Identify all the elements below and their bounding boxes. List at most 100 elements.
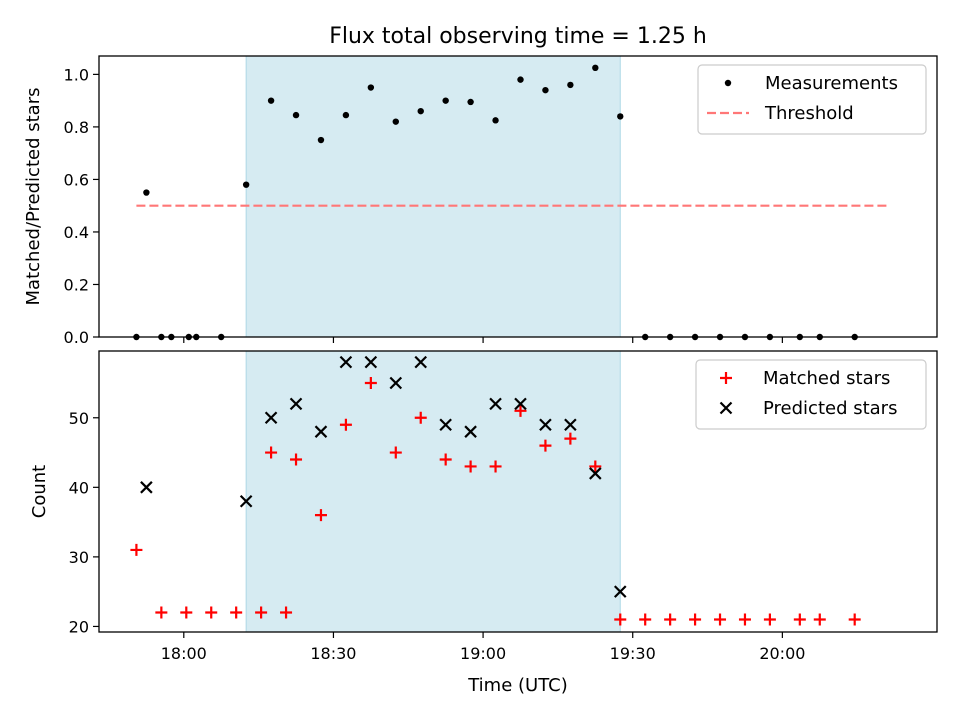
x-tick-label: 20:00 <box>759 644 805 663</box>
predicted-stars-point <box>339 355 353 369</box>
measurement-point <box>567 81 574 89</box>
predicted-stars-point <box>489 397 502 411</box>
matched-stars-point <box>414 411 427 424</box>
measurement-point <box>392 118 399 125</box>
legend-box <box>695 359 927 430</box>
y-tick-label: 0.4 <box>64 223 89 242</box>
matched-stars-point <box>280 606 293 619</box>
matched-stars-point <box>848 613 861 626</box>
matched-stars-point <box>664 613 677 626</box>
measurement-point <box>617 113 624 120</box>
matched-stars-point <box>689 613 702 626</box>
predicted-stars-point <box>314 425 328 438</box>
matched-stars-point <box>265 446 278 459</box>
matched-stars-point <box>230 606 243 619</box>
y-tick-label: 1.0 <box>64 65 89 84</box>
y-tick-label: 30 <box>69 548 89 567</box>
matched-stars-point <box>793 613 806 626</box>
matched-stars-point <box>389 446 402 459</box>
predicted-stars-point <box>564 418 577 432</box>
matched-stars-point <box>813 613 826 626</box>
predicted-stars-point <box>514 397 527 411</box>
y-tick-label: 40 <box>69 478 89 497</box>
matched-stars-point <box>314 509 327 522</box>
y-tick-label: 20 <box>69 617 89 636</box>
measurement-point <box>317 136 325 144</box>
counts-panel: 20 30 40 50 18:00 18:30 19:00 19:30 20:00 Count Ma… <box>29 350 938 663</box>
legend-marker <box>719 401 733 415</box>
legend-label: Matched stars <box>763 368 890 389</box>
matched-stars-point <box>364 376 377 389</box>
matched-stars-point <box>539 439 552 452</box>
matched-stars-point <box>339 418 352 431</box>
matched-stars-point <box>464 460 477 473</box>
predicted-stars-point <box>589 467 602 480</box>
legend-label: Threshold <box>764 103 854 124</box>
matched-stars-point <box>180 606 193 619</box>
matched-stars-point <box>290 453 303 466</box>
legend-marker <box>724 79 732 87</box>
matched-stars-point <box>714 613 727 626</box>
measurement-point <box>342 111 350 119</box>
x-axis-label: Time (UTC) <box>467 675 568 696</box>
y-tick-label: 0.0 <box>64 328 89 347</box>
matched-stars-point <box>255 606 268 619</box>
measurement-point <box>267 97 275 104</box>
measurement-point <box>242 181 250 188</box>
matched-stars-point <box>738 613 751 626</box>
measurement-point <box>292 111 300 119</box>
matched-stars-point <box>614 613 627 626</box>
y-tick-label: 0.6 <box>64 170 89 189</box>
measurement-point <box>467 98 474 106</box>
legend-label: Measurements <box>765 73 898 94</box>
predicted-stars-point <box>289 397 303 411</box>
highlight-span <box>246 56 621 337</box>
y-axis-label: Count <box>29 465 50 518</box>
measurement-point <box>542 86 549 94</box>
predicted-stars-point <box>464 425 477 438</box>
x-tick-label: 18:30 <box>310 644 356 663</box>
legend-label: Predicted stars <box>763 398 897 419</box>
matched-stars-point <box>514 404 527 417</box>
y-tick-label: 0.8 <box>64 118 89 137</box>
matched-stars-point <box>155 606 168 619</box>
predicted-stars-point <box>264 411 278 425</box>
matched-stars-point <box>564 432 577 445</box>
matched-stars-point <box>639 613 652 626</box>
y-tick-label: 0.2 <box>64 275 89 294</box>
matched-stars-point <box>130 543 143 556</box>
matched-stars-point <box>489 460 502 473</box>
chart-title: Flux total observing time = 1.25 h <box>329 24 707 49</box>
legend-marker <box>720 372 732 384</box>
y-tick-label: 50 <box>69 409 89 428</box>
x-tick-label: 18:00 <box>161 644 207 663</box>
measurement-point <box>417 107 424 115</box>
x-tick-label: 19:00 <box>460 644 506 663</box>
axes-frame <box>98 55 938 338</box>
ratio-panel: 0.0 0.2 0.4 0.6 0.8 1.0 Matched/Predicted star… <box>23 55 938 347</box>
measurement-point <box>143 189 150 196</box>
matched-stars-point <box>205 606 218 619</box>
x-tick-label: 19:30 <box>610 644 656 663</box>
legend-box <box>697 64 927 135</box>
measurement-point <box>367 84 375 91</box>
predicted-stars-point <box>389 376 403 390</box>
matched-stars-point <box>589 460 602 473</box>
predicted-stars-point <box>414 355 428 369</box>
measurement-point <box>492 117 499 124</box>
predicted-stars-point <box>439 418 452 432</box>
y-axis-label: Matched/Predicted stars <box>23 88 44 306</box>
highlight-span <box>246 351 621 632</box>
predicted-stars-point <box>364 355 378 369</box>
matched-stars-point <box>763 613 776 626</box>
predicted-stars-point <box>539 418 552 432</box>
predicted-stars-point <box>613 585 627 598</box>
predicted-stars-point <box>239 494 253 508</box>
measurement-point <box>517 76 524 83</box>
axes-frame <box>98 350 938 633</box>
measurement-point <box>592 64 599 72</box>
measurement-point <box>442 97 449 104</box>
predicted-stars-point <box>140 481 153 494</box>
matched-stars-point <box>439 453 452 466</box>
